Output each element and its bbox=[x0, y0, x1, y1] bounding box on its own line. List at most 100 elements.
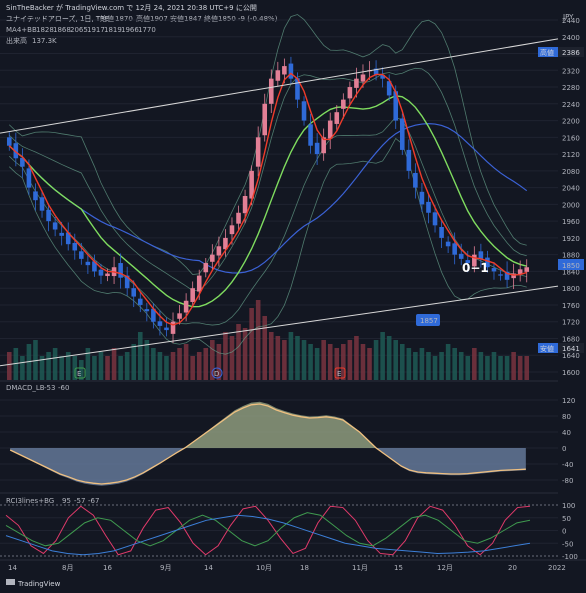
candle-body bbox=[144, 309, 150, 312]
candle-body bbox=[183, 300, 189, 313]
candle-body bbox=[452, 243, 457, 255]
price-tick-label: 1960 bbox=[562, 218, 580, 226]
high-tag-value: 2386 bbox=[562, 49, 580, 57]
volume-bar bbox=[439, 352, 444, 380]
price-tick-label: 1760 bbox=[562, 302, 580, 310]
macd-tick-label: 120 bbox=[562, 397, 575, 405]
time-tick-label: 15 bbox=[394, 564, 403, 572]
volume-bar bbox=[157, 352, 163, 380]
candle-body bbox=[275, 70, 281, 81]
candle-body bbox=[373, 68, 379, 75]
candle-body bbox=[157, 321, 163, 326]
macd-tick-label: -40 bbox=[562, 461, 573, 469]
volume-bar bbox=[341, 344, 346, 380]
svg-text:E: E bbox=[77, 370, 81, 378]
volume-bar bbox=[301, 340, 307, 380]
close-value: 1850 bbox=[218, 15, 236, 23]
volume-bar bbox=[164, 356, 169, 380]
price-tick-label: 1920 bbox=[562, 235, 580, 243]
volume-bar bbox=[478, 352, 484, 380]
volume-bar bbox=[85, 348, 91, 380]
macd-pane[interactable] bbox=[0, 399, 558, 486]
low-tag-value-bg bbox=[558, 343, 584, 353]
volume-bar bbox=[419, 348, 425, 380]
rci-pane[interactable] bbox=[0, 504, 558, 557]
volume-value: 137.3K bbox=[32, 37, 57, 45]
candle-body bbox=[39, 197, 45, 211]
volume-bar bbox=[137, 332, 143, 380]
volume-bar bbox=[393, 340, 399, 380]
price-axis: 2440240023602320228022402200216021202080… bbox=[562, 17, 580, 377]
volume-bar bbox=[268, 332, 274, 380]
volume-bar bbox=[249, 308, 254, 380]
price-tick-label: 2080 bbox=[562, 168, 580, 176]
volume-bar bbox=[282, 340, 287, 380]
candle-body bbox=[124, 275, 130, 289]
ma-value-6: 1770 bbox=[138, 26, 156, 34]
time-tick-label: 14 bbox=[204, 564, 213, 572]
candle-body bbox=[196, 275, 202, 292]
volume-bar bbox=[229, 336, 235, 380]
symbol-title: ユナイテッドアローズ, 1日, TSE bbox=[6, 14, 109, 23]
trendline-lower bbox=[0, 285, 559, 367]
volume-bar bbox=[314, 348, 320, 380]
rci-value-2: -57 bbox=[74, 497, 85, 505]
volume-bar bbox=[223, 332, 228, 380]
volume-bar bbox=[79, 360, 84, 380]
open-value: 1870 bbox=[115, 15, 133, 23]
high-tag-value-bg bbox=[558, 47, 584, 57]
time-tick-label: 11月 bbox=[352, 564, 368, 572]
candle-body bbox=[282, 66, 287, 75]
candle-body bbox=[288, 63, 294, 79]
price-badge-text: 1857 bbox=[420, 317, 438, 325]
price-pane[interactable] bbox=[0, 14, 559, 380]
candle-body bbox=[255, 137, 261, 167]
candle-body bbox=[33, 191, 38, 201]
volume-bar bbox=[491, 352, 497, 380]
candle-body bbox=[399, 118, 405, 150]
volume-bar bbox=[105, 356, 110, 380]
high-tag-bg bbox=[538, 47, 558, 57]
volume-bar bbox=[52, 348, 58, 380]
candle-body bbox=[491, 268, 497, 272]
marker-3[interactable]: E bbox=[334, 367, 346, 379]
candle-body bbox=[419, 191, 425, 205]
time-tick-label: 18 bbox=[300, 564, 309, 572]
volume-bar bbox=[20, 356, 25, 380]
rci-tick-label: 100 bbox=[562, 502, 575, 510]
volume-bar bbox=[380, 332, 385, 380]
price-badge bbox=[416, 314, 440, 326]
candle-body bbox=[354, 78, 359, 88]
bollinger-band bbox=[8, 137, 527, 355]
change-value: -9 (-0.48%) bbox=[238, 15, 278, 23]
ma-value-0: 1828 bbox=[36, 26, 54, 34]
time-tick-label: 20 bbox=[508, 564, 517, 572]
ma-value-1: 1868 bbox=[53, 26, 71, 34]
last-price-value: 1850 bbox=[562, 262, 580, 270]
marker-1[interactable]: E bbox=[74, 367, 86, 379]
candle-body bbox=[413, 172, 418, 188]
high-label: 高値 bbox=[136, 14, 150, 23]
candle-body bbox=[406, 149, 412, 171]
volume-bar bbox=[39, 356, 45, 380]
marker-2[interactable]: D bbox=[211, 367, 223, 379]
volume-bar bbox=[413, 352, 418, 380]
price-tick-label: 2280 bbox=[562, 84, 580, 92]
candle-body bbox=[151, 308, 156, 322]
candle-body bbox=[485, 257, 490, 268]
svg-text:E: E bbox=[337, 370, 341, 378]
candle-body bbox=[79, 251, 84, 259]
high-value: 1907 bbox=[150, 15, 168, 23]
macd-negative-area bbox=[10, 448, 526, 486]
volume-bar bbox=[72, 356, 78, 380]
candle-body bbox=[498, 274, 503, 276]
volume-bar bbox=[386, 336, 392, 380]
candle-body bbox=[52, 222, 58, 230]
volume-bar bbox=[242, 328, 248, 380]
time-tick-label: 9月 bbox=[160, 564, 171, 572]
footer-brand: TradingView bbox=[17, 580, 61, 588]
volume-bar bbox=[98, 352, 104, 380]
candle-body bbox=[118, 263, 123, 278]
volume-bar bbox=[524, 356, 530, 380]
